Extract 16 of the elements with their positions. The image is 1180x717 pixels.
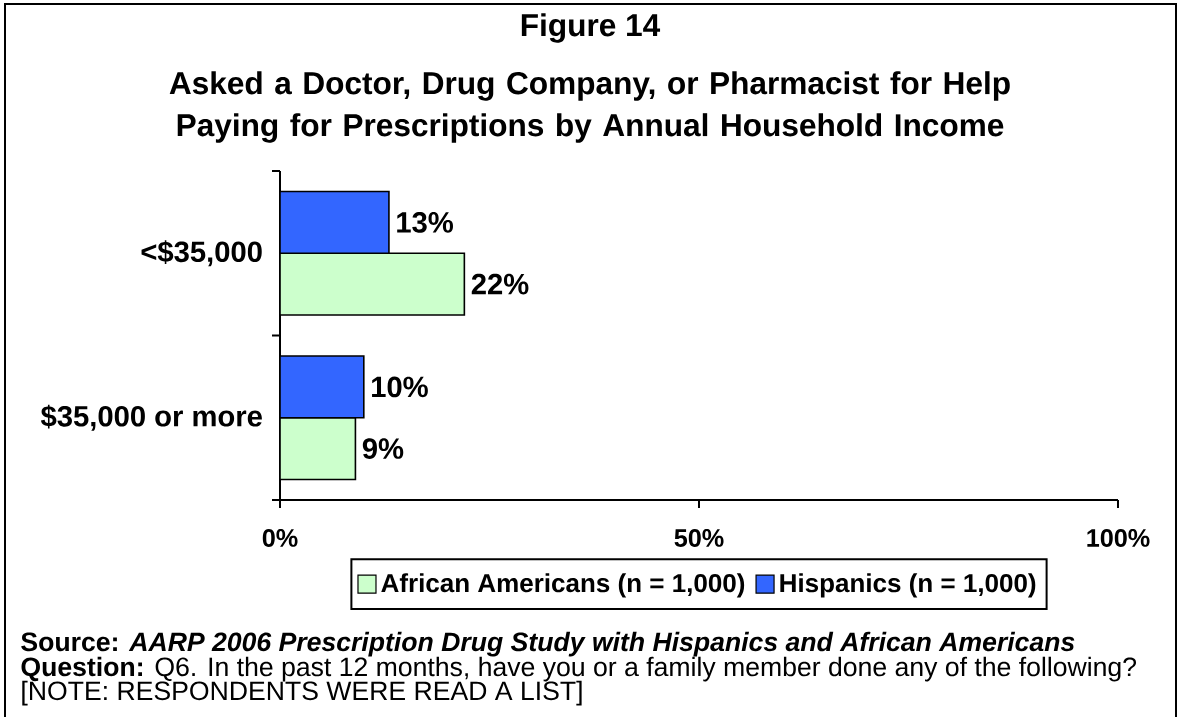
data-label: 13% [397,212,453,233]
chart-subtitle: Asked a Doctor, Drug Company, or Pharmacist for Help Paying for Prescriptions by Annual Household Income [169,71,1010,143]
x-tick-label: 100% [1087,529,1150,547]
chart-title: Figure 14 [521,13,661,43]
y-tick-label: $35,000 or more [40,404,262,431]
legend-label: Hispanics (n = 1,000) [780,573,1036,598]
source-note: Source: AARP 2006 Prescription Drug Study with Hispanics and African Americans [21,631,1075,657]
y-tick-label: <$35,000 [141,240,262,267]
legend-label: African Americans (n = 1,000) [381,573,745,598]
data-label: 9% [362,438,404,459]
data-label: 22% [471,273,529,295]
x-tick-label: 50% [674,529,724,547]
data-label: 10% [372,376,428,398]
text: [NOTE: RESPONDENTS WERE READ A LIST] [22,680,582,706]
x-tick-label: 0% [262,529,298,547]
text: Question: Q6. In the past 12 months, have you or a family member done any of the following? [21,656,1137,682]
